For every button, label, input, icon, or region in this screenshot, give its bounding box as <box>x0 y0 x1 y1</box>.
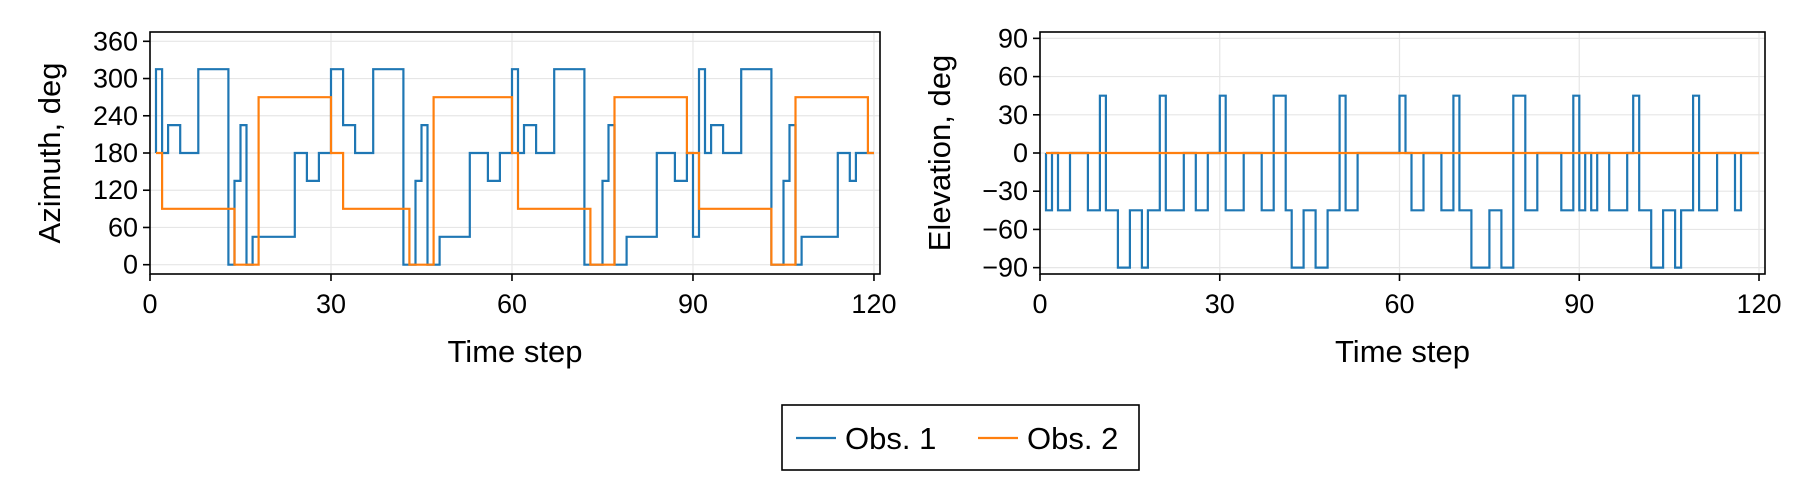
elevation-y-tick-label: 60 <box>998 62 1028 92</box>
elevation-y-tick-label: 30 <box>998 100 1028 130</box>
elevation-y-tick-label: 90 <box>998 23 1028 53</box>
azimuth-x-tick-label: 120 <box>851 289 896 319</box>
azimuth-y-tick-label: 180 <box>93 138 138 168</box>
azimuth-x-tick-label: 30 <box>316 289 346 319</box>
legend: Obs. 1 Obs. 2 <box>781 404 1140 471</box>
elevation-y-tick-label: 0 <box>1013 138 1028 168</box>
azimuth-panel: 0 30 60 90 120 0 60 120 180 240 300 360 Time step Azi… <box>32 26 896 369</box>
elevation-x-tick-label: 30 <box>1205 289 1235 319</box>
azimuth-series-obs-2 <box>156 96 874 266</box>
elevation-series-obs-1 <box>1044 94 1759 269</box>
azimuth-y-axis-label: Azimuth, deg <box>32 63 67 244</box>
legend-frame <box>781 404 1140 471</box>
azimuth-y-tick-label: 60 <box>108 212 138 242</box>
elevation-panel: 0 30 60 90 120 −90 −60 −30 0 30 60 90 Time step Eleva… <box>922 23 1782 369</box>
azimuth-x-axis-label: Time step <box>448 334 583 369</box>
elevation-x-tick-label: 60 <box>1384 289 1414 319</box>
azimuth-x-tick-label: 90 <box>678 289 708 319</box>
azimuth-y-tick-label: 300 <box>93 64 138 94</box>
legend-label-obs-1: Obs. 1 <box>845 421 936 456</box>
elevation-y-tick-label: −90 <box>982 253 1028 283</box>
legend-label-obs-2: Obs. 2 <box>1027 421 1118 456</box>
azimuth-x-tick-label: 0 <box>142 289 157 319</box>
elevation-y-tick-label: −60 <box>982 214 1028 244</box>
elevation-x-axis-label: Time step <box>1335 334 1470 369</box>
elevation-y-axis-label: Elevation, deg <box>922 55 957 251</box>
azimuth-y-tick-label: 0 <box>123 250 138 280</box>
elevation-x-tick-label: 0 <box>1032 289 1047 319</box>
azimuth-y-tick-label: 240 <box>93 101 138 131</box>
azimuth-x-tick-label: 60 <box>497 289 527 319</box>
elevation-y-tick-label: −30 <box>982 176 1028 206</box>
elevation-x-tick-label: 120 <box>1736 289 1781 319</box>
azimuth-series-obs-1 <box>154 68 874 266</box>
azimuth-y-tick-label: 120 <box>93 175 138 205</box>
elevation-x-tick-label: 90 <box>1564 289 1594 319</box>
azimuth-y-tick-label: 360 <box>93 26 138 56</box>
